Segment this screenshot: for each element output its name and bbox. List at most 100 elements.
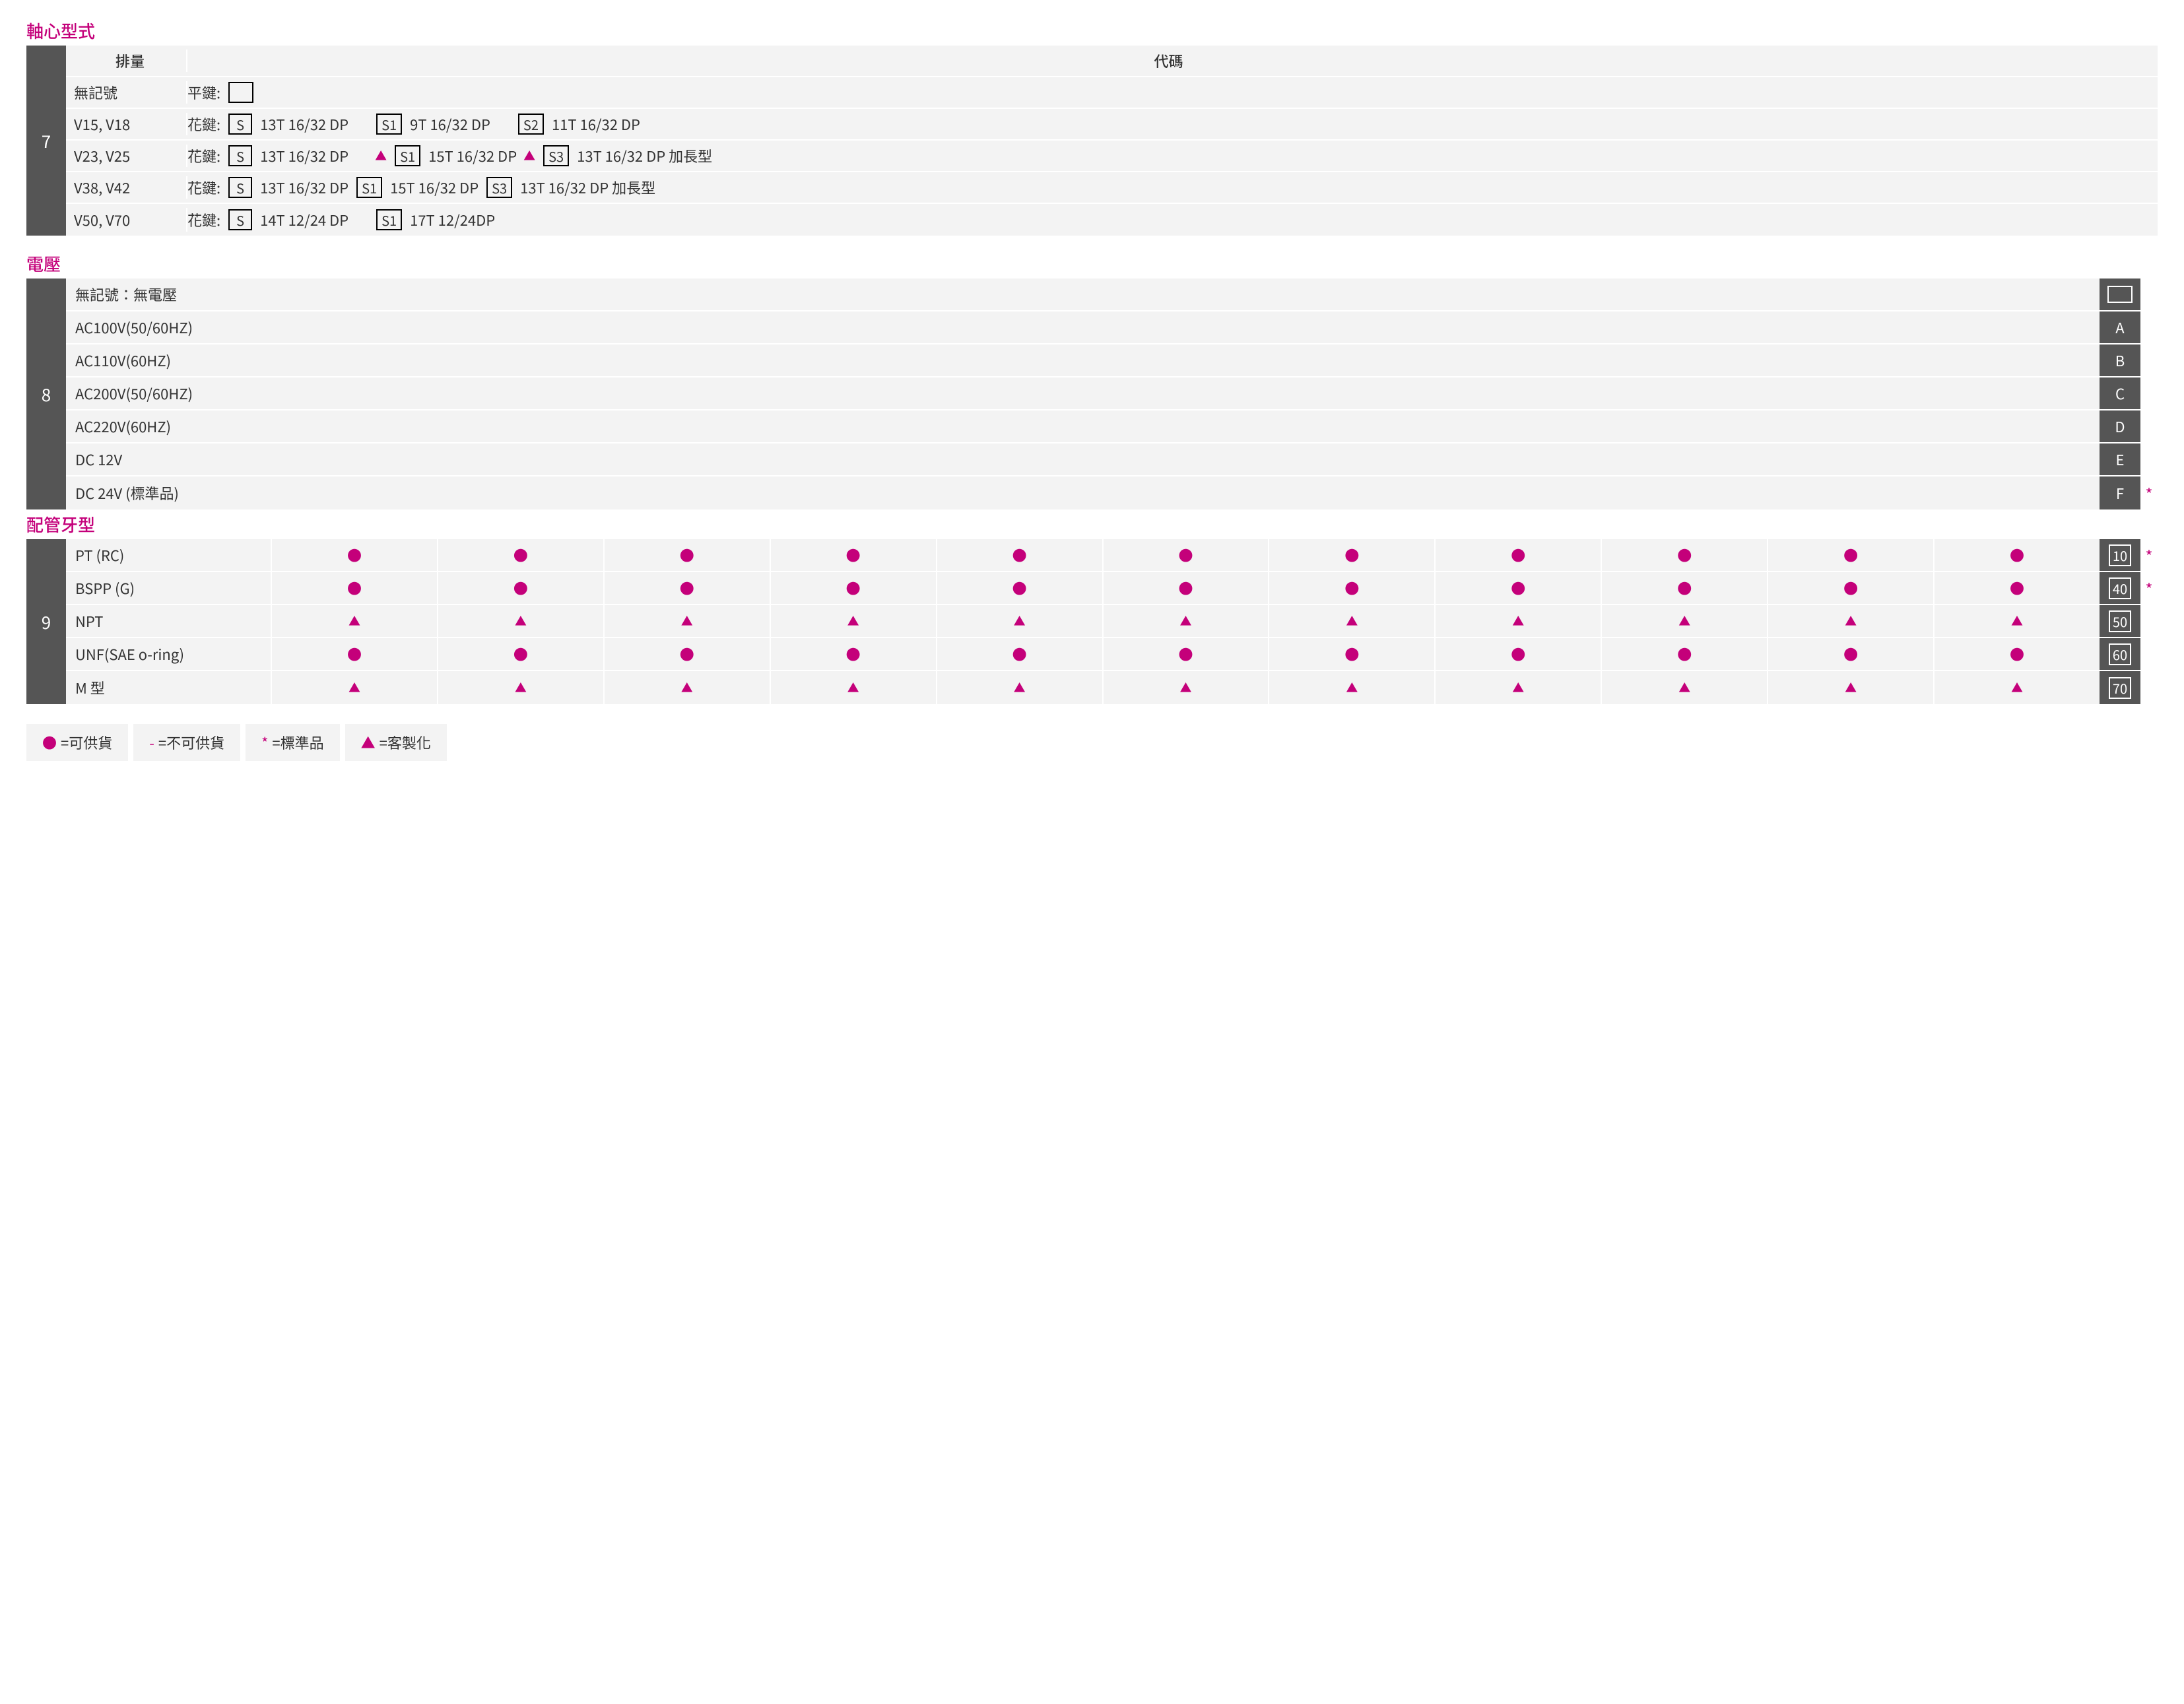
circle-icon: ● [1344,577,1359,599]
circle-icon: ● [513,643,528,665]
symbol-cell: ▲ [437,605,603,637]
symbol-cell: ● [271,539,437,571]
circle-icon: ● [846,643,861,665]
circle-icon: ● [1511,577,1525,599]
symbol-cell: ▲ [1434,605,1601,637]
symbol-cell: ▲ [603,605,770,637]
legend-text: =客製化 [380,732,431,753]
row-code: F [2100,476,2140,509]
row-label: DC 24V (標準品) [66,477,2100,509]
symbol-cell: ● [936,638,1102,670]
code-box: S [228,114,252,135]
symbol-cell: ▲ [1601,671,1767,704]
circle-icon: ● [347,577,362,599]
row-code: B [2100,344,2140,376]
row-right: 平鍵: [187,82,2150,103]
symbol-cell: ● [1102,572,1269,604]
triangle-icon: ▲ [847,612,859,630]
row-left: 無記號 [74,82,186,103]
row-code: 10 [2100,539,2140,571]
row-label: UNF(SAE o-ring) [66,638,271,670]
table-row: AC200V(50/60HZ)C [66,377,2158,410]
symbol-cell: ▲ [1434,671,1601,704]
star-marker [2140,410,2158,442]
legend-symbol: ▲ [361,732,376,753]
star-marker [2140,443,2158,475]
triangle-icon: ▲ [1014,612,1026,630]
star-marker [2140,311,2158,343]
symbol-cell: ▲ [936,605,1102,637]
symbol-cell: ● [1601,572,1767,604]
row-label: NPT [66,605,271,637]
circle-icon: ● [846,544,861,566]
row-label: M 型 [66,671,271,704]
table-row: V23, V25花鍵:S13T 16/32 DP▲S115T 16/32 DP▲… [66,141,2158,172]
symbol-cell: ● [603,638,770,670]
circle-icon: ● [680,577,694,599]
table-row: NPT▲▲▲▲▲▲▲▲▲▲▲50 [66,605,2158,638]
symbol-cell: ● [603,539,770,571]
symbol-cell: ● [271,572,437,604]
symbol-cell: ▲ [770,671,936,704]
symbol-cell: ▲ [271,671,437,704]
symbol-cell: ● [1767,572,1933,604]
row-code: 50 [2100,605,2140,637]
section7-num: 7 [26,46,66,236]
table-row: AC110V(60HZ)B [66,344,2158,377]
header-right: 代碼 [187,50,2150,71]
symbol-cell: ● [437,572,603,604]
symbol-cell: ● [1268,572,1434,604]
legend: ●=可供貨-=不可供貨*=標準品▲=客製化 [26,724,2158,761]
circle-icon: ● [1511,643,1525,665]
circle-icon: ● [347,544,362,566]
circle-icon: ● [1178,643,1193,665]
table-row: AC220V(60HZ)D [66,410,2158,443]
row-code: 70 [2100,671,2140,704]
table-row: BSPP (G)●●●●●●●●●●●40* [66,572,2158,605]
code-box: S1 [376,114,402,135]
star-marker [2140,279,2158,310]
symbol-cell: ● [770,539,936,571]
row-code: E [2100,443,2140,475]
symbol-cell: ▲ [1767,605,1933,637]
triangle-icon: ▲ [523,147,535,164]
circle-icon: ● [1677,643,1692,665]
triangle-icon: ▲ [1845,612,1857,630]
triangle-icon: ▲ [2011,679,2023,696]
circle-icon: ● [1012,643,1027,665]
circle-icon: ● [680,643,694,665]
symbol-cell: ● [1601,638,1767,670]
row-label: AC100V(50/60HZ) [66,311,2100,343]
table-row: PT (RC)●●●●●●●●●●●10* [66,539,2158,572]
circle-icon: ● [1178,577,1193,599]
symbol-cell: ▲ [1767,671,1933,704]
legend-item: ●=可供貨 [26,724,128,761]
table-row: V38, V42花鍵:S13T 16/32 DPS115T 16/32 DPS3… [66,172,2158,204]
triangle-icon: ▲ [515,679,527,696]
row-code: 60 [2100,638,2140,670]
triangle-icon: ▲ [2011,612,2023,630]
circle-icon: ● [2010,577,2024,599]
code-box [228,82,253,103]
triangle-icon: ▲ [1179,612,1191,630]
triangle-icon: ▲ [348,612,360,630]
circle-icon: ● [1012,577,1027,599]
symbol-cell: ▲ [437,671,603,704]
circle-icon: ● [1511,544,1525,566]
symbol-cell: ▲ [1102,605,1269,637]
star-marker: * [2140,539,2158,571]
star-marker: * [2140,476,2158,509]
section7-header: 排量代碼 [66,46,2158,77]
symbol-cell: ● [1933,638,2100,670]
table-row: 無記號：無電壓 [66,279,2158,311]
symbol-cell: ● [1434,539,1601,571]
row-label: DC 12V [66,443,2100,475]
header-left: 排量 [74,50,186,71]
table-row: UNF(SAE o-ring)●●●●●●●●●●●60 [66,638,2158,671]
symbol-cell: ● [1268,539,1434,571]
symbol-cell: ● [1767,638,1933,670]
row-label: AC110V(60HZ) [66,344,2100,376]
triangle-icon: ▲ [847,679,859,696]
symbol-cell: ▲ [1102,671,1269,704]
circle-icon: ● [513,544,528,566]
